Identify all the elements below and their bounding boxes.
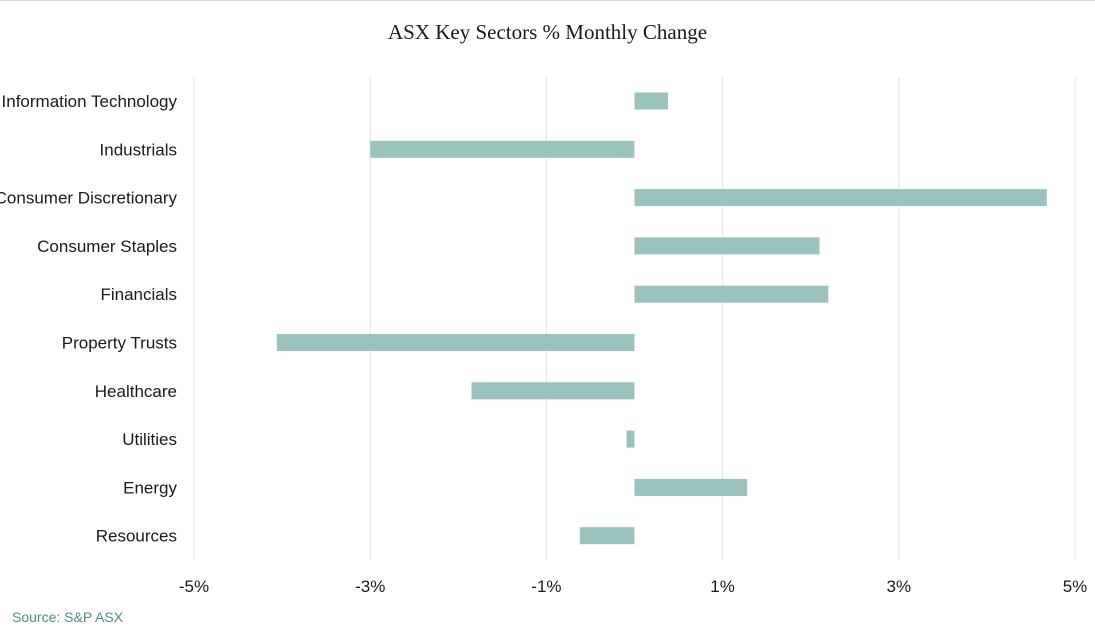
category-label: Information Technology (2, 92, 178, 111)
x-tick-label: 3% (887, 577, 912, 596)
bar-energy (634, 478, 748, 496)
bar-consumer-staples (634, 237, 820, 255)
bar-industrials (370, 140, 635, 158)
bar-consumer-discretionary (634, 189, 1047, 207)
category-label: Industrials (100, 140, 177, 159)
bar-financials (634, 285, 829, 303)
bar-healthcare (471, 382, 635, 400)
bars (276, 92, 1047, 545)
bar-resources (579, 527, 635, 545)
category-labels: Information Technology Industrials Consume… (0, 92, 177, 546)
bar-utilities (626, 430, 635, 448)
chart-title: ASX Key Sectors % Monthly Change (387, 20, 708, 44)
category-label: Consumer Staples (37, 237, 177, 256)
category-label: Financials (100, 285, 177, 304)
category-label: Utilities (122, 430, 177, 449)
top-border (0, 0, 1095, 1)
x-tick-label: -5% (179, 577, 209, 596)
x-tick-label: -3% (355, 577, 385, 596)
bar-property-trusts (276, 334, 635, 351)
source-note: Source: S&P ASX (12, 609, 124, 625)
category-label: Healthcare (95, 382, 177, 401)
category-label: Consumer Discretionary (0, 189, 177, 208)
category-label: Energy (123, 478, 177, 497)
category-label: Resources (96, 527, 177, 546)
x-tick-labels: -5% -3% -1% 1% 3% 5% (179, 577, 1087, 596)
x-tick-label: -1% (531, 577, 561, 596)
category-label: Property Trusts (62, 334, 177, 353)
bar-information-technology (634, 92, 668, 110)
x-tick-label: 1% (710, 577, 735, 596)
x-tick-label: 5% (1063, 577, 1088, 596)
